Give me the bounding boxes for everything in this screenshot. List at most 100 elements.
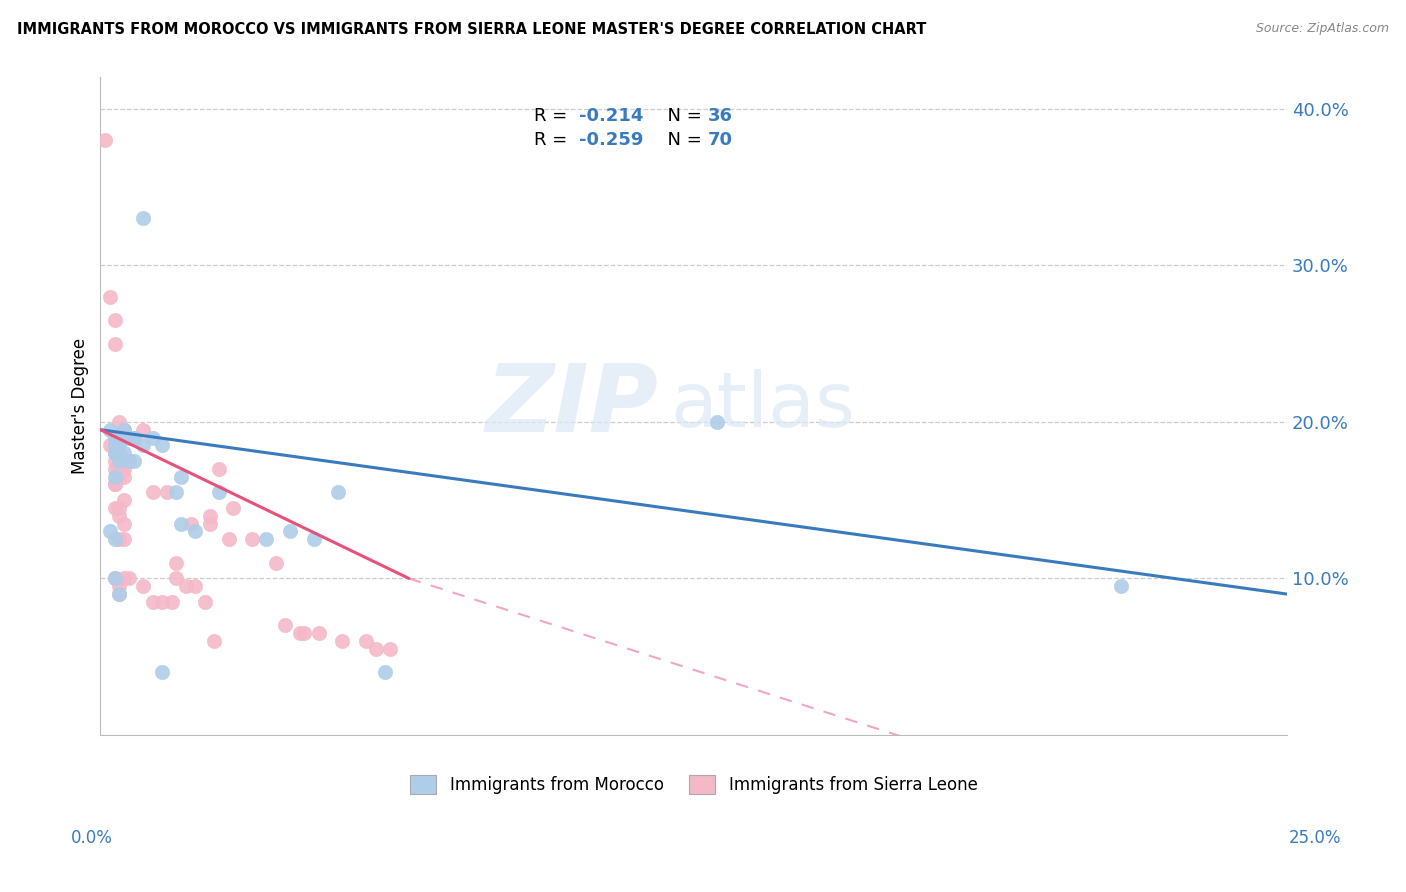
Point bbox=[222, 500, 245, 515]
Text: 25.0%: 25.0% bbox=[1288, 829, 1341, 847]
Point bbox=[326, 485, 349, 500]
Point bbox=[378, 641, 401, 656]
Point bbox=[198, 508, 221, 523]
Text: 0.0%: 0.0% bbox=[70, 829, 112, 847]
Point bbox=[198, 516, 221, 531]
Point bbox=[108, 446, 131, 460]
Text: N =: N = bbox=[655, 106, 707, 125]
Point bbox=[112, 462, 135, 476]
Point bbox=[104, 477, 127, 491]
Point bbox=[218, 533, 240, 547]
Point bbox=[274, 618, 297, 632]
Point bbox=[122, 430, 145, 444]
Point bbox=[118, 454, 141, 468]
Point bbox=[150, 438, 173, 452]
Point bbox=[142, 595, 165, 609]
Point bbox=[108, 533, 131, 547]
Point bbox=[104, 313, 127, 327]
Point bbox=[240, 533, 263, 547]
Point bbox=[112, 423, 135, 437]
Text: -0.214: -0.214 bbox=[579, 106, 643, 125]
Legend: Immigrants from Morocco, Immigrants from Sierra Leone: Immigrants from Morocco, Immigrants from… bbox=[402, 766, 986, 802]
Point bbox=[104, 438, 127, 452]
Point bbox=[112, 469, 135, 483]
Point bbox=[108, 430, 131, 444]
Point bbox=[208, 485, 231, 500]
Point bbox=[302, 533, 325, 547]
Point bbox=[364, 641, 387, 656]
Text: N =: N = bbox=[655, 131, 707, 149]
Point bbox=[108, 508, 131, 523]
Point bbox=[294, 626, 316, 640]
Point bbox=[104, 430, 127, 444]
Point bbox=[308, 626, 330, 640]
Point bbox=[94, 133, 117, 147]
Text: Source: ZipAtlas.com: Source: ZipAtlas.com bbox=[1256, 22, 1389, 36]
Point bbox=[194, 595, 217, 609]
Point bbox=[108, 500, 131, 515]
Point bbox=[112, 423, 135, 437]
Point bbox=[104, 462, 127, 476]
Text: 36: 36 bbox=[709, 106, 733, 125]
Point bbox=[104, 571, 127, 585]
Point bbox=[108, 454, 131, 468]
Point bbox=[108, 587, 131, 601]
Text: -0.259: -0.259 bbox=[579, 131, 643, 149]
Point bbox=[142, 430, 165, 444]
Point bbox=[208, 462, 231, 476]
Point bbox=[170, 469, 193, 483]
Text: R =: R = bbox=[533, 131, 572, 149]
Point bbox=[108, 454, 131, 468]
Point bbox=[156, 485, 179, 500]
Point bbox=[374, 665, 396, 680]
Point bbox=[112, 446, 135, 460]
Point bbox=[108, 454, 131, 468]
Point bbox=[104, 336, 127, 351]
Point bbox=[104, 438, 127, 452]
Point bbox=[264, 556, 287, 570]
Point bbox=[98, 438, 121, 452]
Point bbox=[112, 533, 135, 547]
Point bbox=[108, 462, 131, 476]
Point bbox=[112, 571, 135, 585]
Point bbox=[98, 524, 121, 539]
Point bbox=[184, 524, 207, 539]
Point bbox=[174, 579, 197, 593]
Point bbox=[132, 423, 155, 437]
Point bbox=[108, 438, 131, 452]
Point bbox=[165, 571, 187, 585]
Point bbox=[104, 477, 127, 491]
Point bbox=[354, 634, 377, 648]
Point bbox=[104, 469, 127, 483]
Point bbox=[180, 516, 202, 531]
Point bbox=[104, 430, 127, 444]
Text: atlas: atlas bbox=[671, 369, 855, 443]
Point bbox=[142, 485, 165, 500]
Point bbox=[112, 516, 135, 531]
Point bbox=[1109, 579, 1132, 593]
Point bbox=[165, 485, 187, 500]
Point bbox=[104, 438, 127, 452]
Point bbox=[170, 516, 193, 531]
Point bbox=[288, 626, 311, 640]
Point bbox=[112, 430, 135, 444]
Point bbox=[104, 446, 127, 460]
Point bbox=[108, 579, 131, 593]
Point bbox=[104, 533, 127, 547]
Point bbox=[104, 454, 127, 468]
Point bbox=[160, 595, 183, 609]
Point bbox=[112, 423, 135, 437]
Text: R =: R = bbox=[533, 106, 572, 125]
Point bbox=[104, 500, 127, 515]
Y-axis label: Master's Degree: Master's Degree bbox=[72, 338, 89, 475]
Point bbox=[104, 571, 127, 585]
Point bbox=[332, 634, 354, 648]
Point bbox=[184, 579, 207, 593]
Point bbox=[108, 462, 131, 476]
Point bbox=[706, 415, 728, 429]
Point bbox=[122, 430, 145, 444]
Point bbox=[98, 423, 121, 437]
Point bbox=[112, 454, 135, 468]
Point bbox=[132, 211, 155, 226]
Point bbox=[108, 462, 131, 476]
